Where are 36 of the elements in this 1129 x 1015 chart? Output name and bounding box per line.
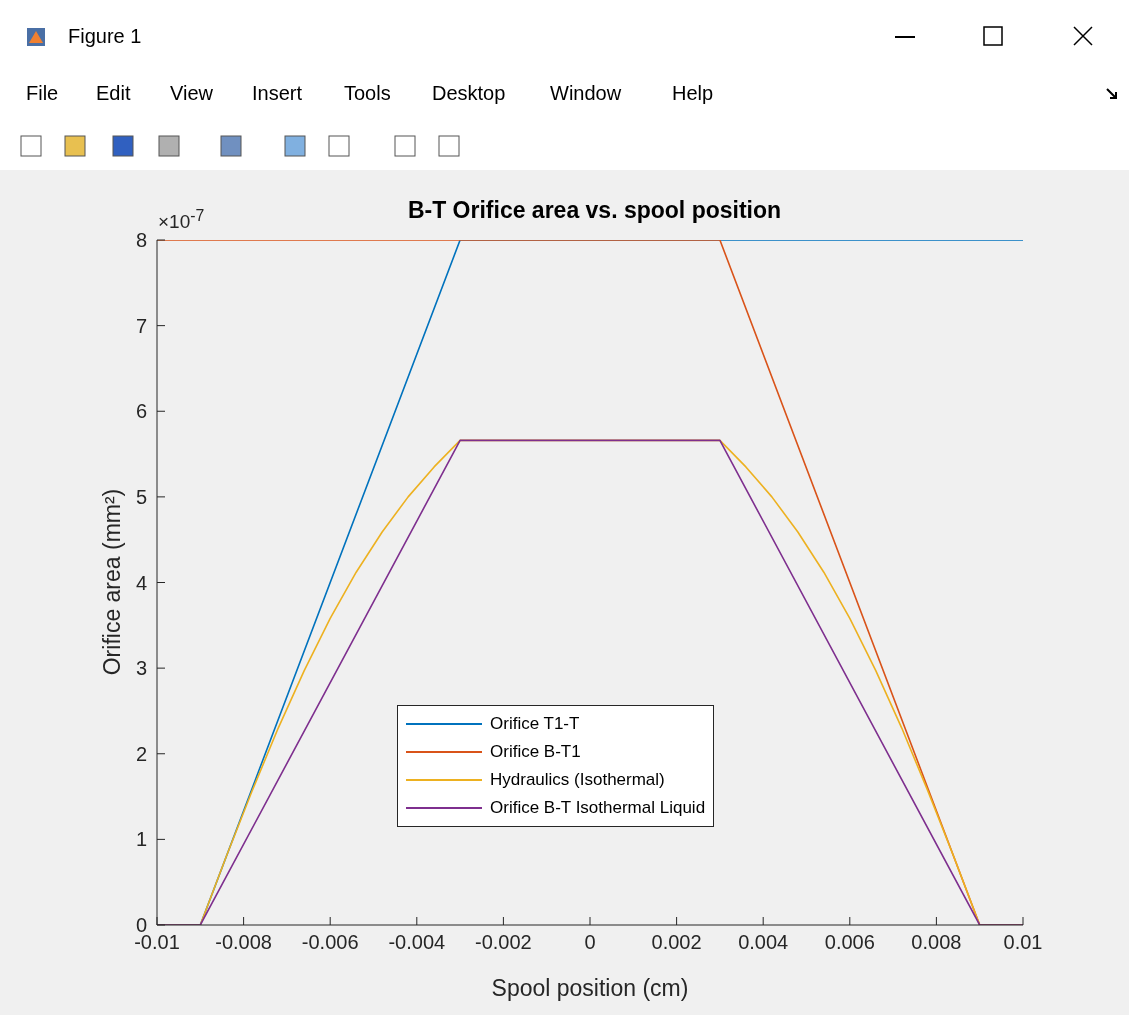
x-tick-label: 0.002 <box>651 931 702 954</box>
x-tick-label: -0.002 <box>475 931 532 954</box>
caption: Figure 1 <box>68 25 142 48</box>
legend-label: Hydraulics (Isothermal) <box>490 770 665 790</box>
x-tick-label: 0.01 <box>1003 931 1043 954</box>
legend-label: Orifice T1-T <box>490 714 580 734</box>
x-tick-label: -0.008 <box>215 931 272 954</box>
text: File <box>26 82 59 105</box>
y-tick-label: 2 <box>135 742 147 765</box>
text: Tools <box>344 82 391 105</box>
y-tick-label: 6 <box>135 400 147 423</box>
text: ×10$^{-7}$ <box>158 207 205 234</box>
y-tick-label: 4 <box>135 571 147 594</box>
text: Help <box>672 82 714 105</box>
y-tick-label: 1 <box>135 828 147 851</box>
x-axis-title: Spool position (cm) <box>490 975 690 1002</box>
text: Insert <box>252 82 303 105</box>
x-tick-label: 0.004 <box>738 931 789 954</box>
y-tick-label: 3 <box>135 657 147 680</box>
x-tick-label: 0.006 <box>824 931 875 954</box>
chart-title: B-T Orifice area vs. spool position <box>407 197 782 223</box>
legend-label: Orifice B-T1 <box>490 742 581 762</box>
text: Window <box>550 82 622 105</box>
text: Desktop <box>432 82 506 105</box>
y-tick-label: 5 <box>135 485 147 508</box>
y-tick-label: 7 <box>135 314 147 337</box>
text: Edit <box>96 82 131 105</box>
x-tick-label: -0.004 <box>388 931 446 954</box>
text: View <box>170 82 213 105</box>
x-tick-label: -0.006 <box>301 931 359 954</box>
x-tick-label: 0 <box>584 931 596 954</box>
y-axis-title: Orifice area (mm²) <box>98 488 126 676</box>
x-tick-label: 0.008 <box>911 931 962 954</box>
legend-label: Orifice B-T Isothermal Liquid <box>490 798 706 818</box>
x-tick-label: -0.01 <box>134 931 180 954</box>
y-tick-label: 8 <box>135 229 147 252</box>
